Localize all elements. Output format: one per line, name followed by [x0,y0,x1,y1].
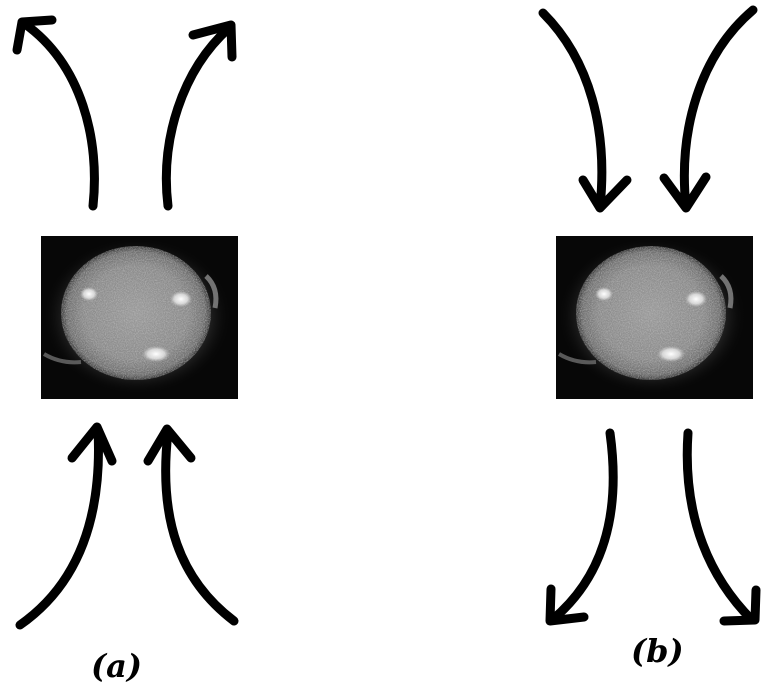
panel-label-a: (a) [91,647,142,685]
outward-arrows-upper [17,20,232,206]
inward-arrows-lower [20,427,234,625]
sun-image [41,236,238,399]
panel-b: (b) [543,10,756,670]
sun-image [556,236,753,399]
inward-arrows-upper [543,10,753,208]
panel-a: (a) [17,20,238,685]
panel-label-b: (b) [631,632,684,670]
outward-arrows-lower [550,433,756,621]
